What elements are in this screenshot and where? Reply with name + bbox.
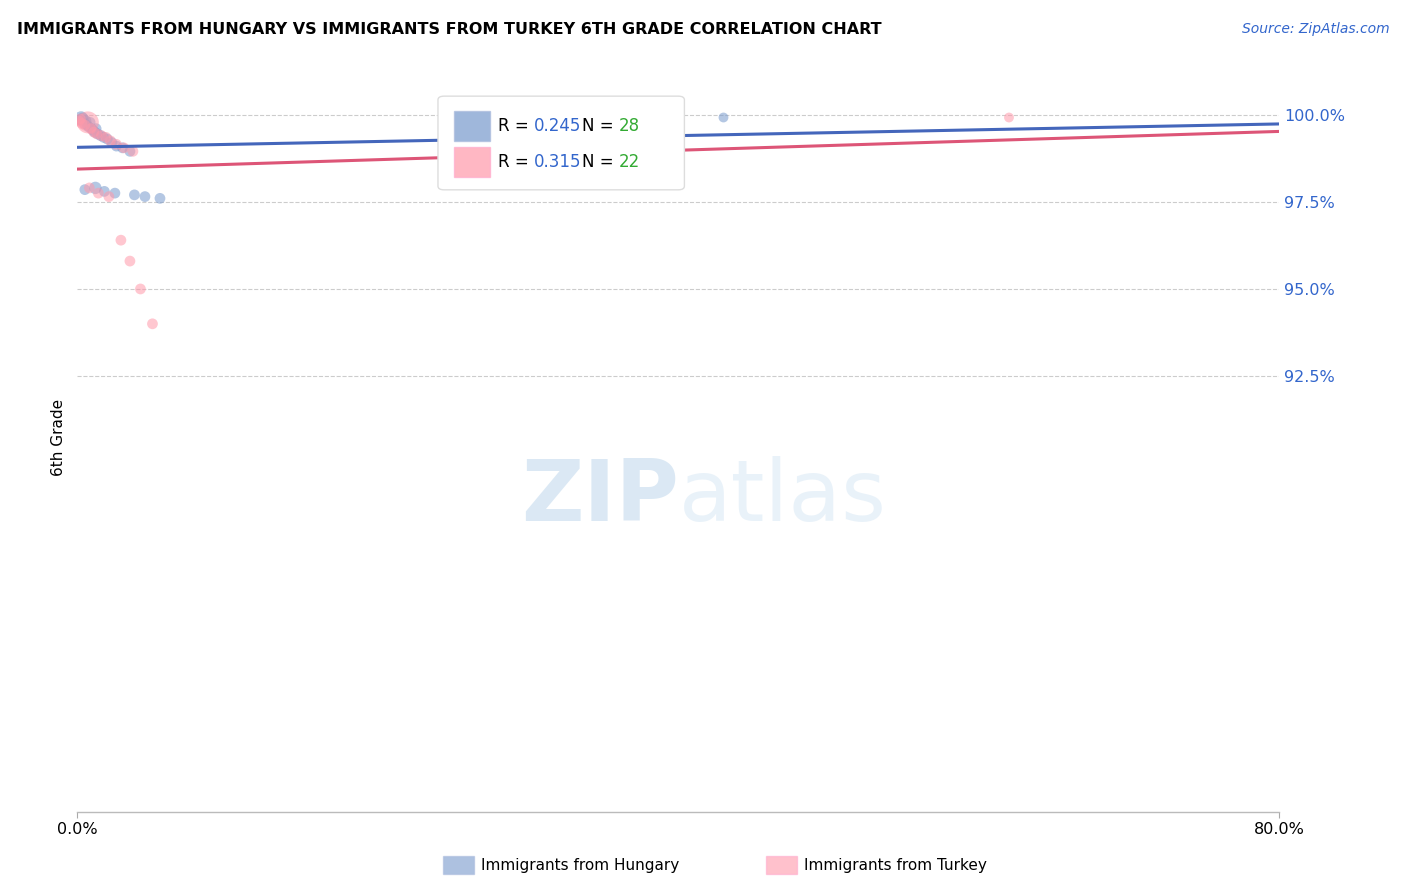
Point [97,189,120,203]
Text: Source: ZipAtlas.com: Source: ZipAtlas.com [1241,22,1389,37]
Point [100,134,122,148]
Point [70,112,93,126]
Point [112,141,135,155]
Text: R =: R = [498,117,534,135]
Point [69,112,91,127]
Point [111,141,134,155]
Point [149,191,172,205]
Point [73,183,96,197]
Text: 0.315: 0.315 [534,153,582,171]
Text: N =: N = [582,117,619,135]
Point [82,123,104,137]
Point [998,111,1021,125]
Point [101,136,124,150]
Point [105,137,128,152]
Point [77,120,100,134]
Point [73,116,96,130]
Point [83,125,105,139]
Text: Immigrants from Turkey: Immigrants from Turkey [804,858,987,872]
Point [79,181,101,195]
Y-axis label: 6th Grade: 6th Grade [51,399,66,475]
Text: atlas: atlas [679,456,886,539]
Point [80,121,103,136]
Point [129,282,152,296]
Point [713,111,735,125]
Point [84,121,107,136]
Point [75,114,97,128]
Point [76,118,98,132]
FancyBboxPatch shape [454,112,489,141]
FancyBboxPatch shape [454,147,489,178]
Point [122,145,145,159]
Point [83,125,105,139]
Point [86,127,108,141]
FancyBboxPatch shape [439,96,685,190]
Text: 22: 22 [619,153,640,171]
Point [69,112,91,126]
Text: 28: 28 [619,117,640,135]
Point [87,186,110,201]
Point [67,114,90,128]
Point [105,139,128,153]
Text: IMMIGRANTS FROM HUNGARY VS IMMIGRANTS FROM TURKEY 6TH GRADE CORRELATION CHART: IMMIGRANTS FROM HUNGARY VS IMMIGRANTS FR… [17,22,882,37]
Point [90,128,112,143]
Point [90,128,112,143]
Point [118,145,141,159]
Point [79,115,101,129]
Point [76,115,98,129]
Point [141,317,163,331]
Point [104,186,127,201]
Point [70,116,93,130]
Point [118,254,141,268]
Text: ZIP: ZIP [520,456,679,539]
Point [84,181,107,195]
Text: Immigrants from Hungary: Immigrants from Hungary [481,858,679,872]
Point [94,130,117,145]
Text: N =: N = [582,153,619,171]
Point [93,185,115,199]
Point [110,233,132,247]
Point [93,130,115,145]
Point [134,189,156,203]
Point [86,127,108,141]
Point [124,187,146,202]
Point [73,118,96,132]
Point [80,121,103,136]
Text: 0.245: 0.245 [534,117,582,135]
Text: R =: R = [498,153,534,171]
Point [72,112,94,126]
Point [96,132,118,146]
